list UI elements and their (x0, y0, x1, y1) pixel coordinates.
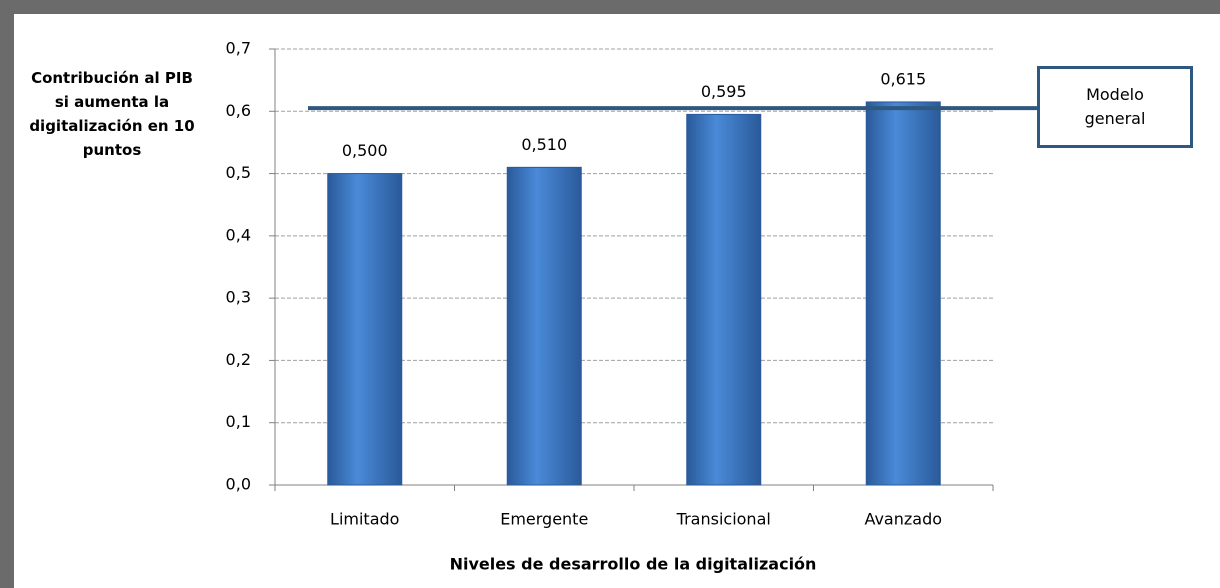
value-label: 0,595 (701, 82, 747, 101)
value-label: 0,500 (342, 141, 388, 160)
y-tick-label: 0,6 (226, 101, 251, 120)
x-tick-label: Transicional (676, 510, 771, 529)
y-tick-label: 0,4 (226, 225, 251, 244)
y-axis-label: Contribución al PIB si aumenta la digita… (29, 69, 195, 159)
value-label: 0,510 (521, 135, 567, 154)
y-tick-label: 0,3 (226, 288, 251, 307)
y-tick-label: 0,0 (226, 475, 251, 494)
x-axis-label: Niveles de desarrollo de la digitalizaci… (450, 555, 817, 574)
y-tick-label: 0,1 (226, 412, 251, 431)
y-tick-label: 0,5 (226, 163, 251, 182)
x-tick-label: Limitado (330, 510, 399, 529)
y-tick-label: 0,2 (226, 350, 251, 369)
x-tick-label: Avanzado (864, 510, 942, 529)
value-label: 0,615 (880, 69, 926, 88)
reference-label: Modelo general (1037, 66, 1193, 148)
bar (327, 173, 403, 486)
bar (686, 113, 762, 486)
x-tick-label: Emergente (500, 510, 588, 529)
bar (865, 101, 941, 486)
y-tick-label: 0,7 (226, 39, 251, 58)
bar (506, 166, 582, 486)
